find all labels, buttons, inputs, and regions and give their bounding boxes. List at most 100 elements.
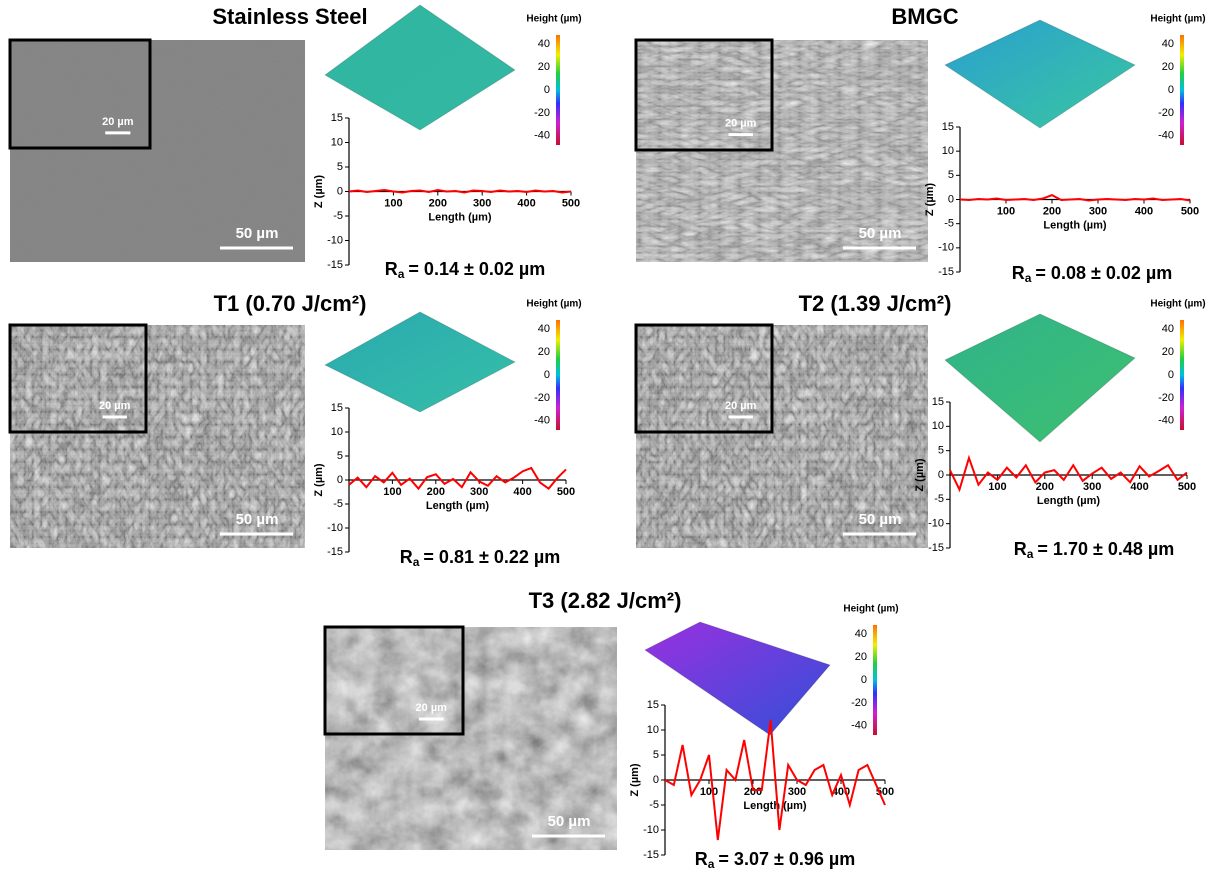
x-axis-label: Length (µm) — [426, 500, 489, 512]
colorbar-tick-label: -20 — [1158, 392, 1174, 404]
y-tick-label: -15 — [938, 266, 954, 278]
y-tick-label: 10 — [331, 426, 343, 438]
colorbar-title: Height (µm) — [526, 14, 581, 25]
roughness-subscript: a — [413, 555, 420, 569]
colorbar-tick-label: 40 — [538, 38, 550, 50]
x-tick-label: 500 — [1178, 481, 1196, 493]
roughness-label: Ra= 0.14 ± 0.02 µm — [385, 259, 546, 281]
y-axis-label: Z (µm) — [313, 175, 325, 209]
roughness-subscript: a — [708, 857, 715, 871]
x-tick-label: 400 — [1130, 481, 1148, 493]
surface-3d — [945, 20, 1135, 128]
inset-scale-label: 20 µm — [99, 400, 131, 412]
colorbar — [873, 625, 877, 735]
colorbar-title: Height (µm) — [1150, 14, 1205, 25]
y-tick-label: 10 — [647, 724, 659, 736]
roughness-label: Ra= 0.08 ± 0.02 µm — [1012, 263, 1173, 285]
panel-title: BMGC — [891, 4, 958, 29]
x-tick-label: 100 — [700, 786, 718, 798]
y-tick-label: 15 — [932, 396, 944, 408]
y-tick-label: 5 — [337, 161, 343, 173]
colorbar — [556, 35, 560, 145]
x-axis-label: Length (µm) — [1043, 219, 1106, 231]
y-tick-label: -10 — [938, 242, 954, 254]
y-tick-label: -15 — [327, 546, 343, 558]
inset-scale-label: 20 µm — [416, 702, 448, 714]
x-tick-label: 300 — [473, 197, 491, 209]
colorbar-tick-label: -40 — [1158, 415, 1174, 427]
x-tick-label: 500 — [562, 197, 580, 209]
inset-scale-label: 20 µm — [725, 400, 757, 412]
colorbar-tick-label: 0 — [1168, 84, 1174, 96]
y-axis-label: Z (µm) — [924, 183, 936, 217]
colorbar-tick-label: -40 — [534, 130, 550, 142]
y-axis-label: Z (µm) — [914, 458, 926, 492]
y-tick-label: -15 — [928, 542, 944, 554]
colorbar-tick-label: 0 — [1168, 369, 1174, 381]
colorbar-tick-label: -20 — [534, 392, 550, 404]
y-tick-label: 10 — [942, 145, 954, 157]
roughness-label: Ra= 1.70 ± 0.48 µm — [1014, 539, 1175, 561]
x-axis-label: Length (µm) — [1037, 495, 1100, 507]
x-axis-label: Length (µm) — [743, 800, 806, 812]
scale-label: 50 µm — [548, 813, 591, 830]
roughness-value: = 0.81 ± 0.22 µm — [423, 547, 560, 567]
y-tick-label: 5 — [948, 169, 954, 181]
colorbar-tick-label: -40 — [1158, 130, 1174, 142]
y-tick-label: 0 — [653, 774, 659, 786]
y-tick-label: 15 — [331, 112, 343, 124]
x-tick-label: 200 — [1036, 481, 1054, 493]
y-tick-label: 5 — [653, 749, 659, 761]
colorbar-tick-label: 0 — [544, 84, 550, 96]
y-tick-label: 5 — [337, 450, 343, 462]
colorbar-tick-label: -40 — [851, 720, 867, 732]
scale-label: 50 µm — [859, 511, 902, 528]
y-tick-label: 0 — [948, 193, 954, 205]
profile-line — [349, 190, 571, 192]
roughness-label: Ra= 3.07 ± 0.96 µm — [695, 849, 856, 871]
colorbar-tick-label: -20 — [534, 107, 550, 119]
y-axis-label: Z (µm) — [629, 763, 641, 797]
y-tick-label: -5 — [333, 210, 343, 222]
panel-title: T3 (2.82 J/cm²) — [529, 588, 682, 613]
profile-line — [950, 458, 1187, 490]
x-tick-label: 100 — [383, 486, 401, 498]
colorbar-tick-label: 20 — [855, 651, 867, 663]
colorbar — [1180, 320, 1184, 430]
x-tick-label: 200 — [427, 486, 445, 498]
surface-3d — [325, 312, 515, 412]
y-tick-label: -5 — [333, 498, 343, 510]
y-tick-label: -10 — [928, 518, 944, 530]
colorbar-tick-label: 0 — [861, 674, 867, 686]
x-tick-label: 300 — [1083, 481, 1101, 493]
roughness-symbol: R — [400, 547, 413, 567]
scale-label: 50 µm — [236, 225, 279, 242]
profile-line — [349, 468, 566, 489]
roughness-symbol: R — [1014, 539, 1027, 559]
x-tick-label: 300 — [788, 786, 806, 798]
x-tick-label: 300 — [470, 486, 488, 498]
y-axis-label: Z (µm) — [313, 463, 325, 497]
colorbar-tick-label: -20 — [851, 697, 867, 709]
y-tick-label: 0 — [337, 474, 343, 486]
x-tick-label: 300 — [1089, 205, 1107, 217]
y-tick-label: -15 — [643, 849, 659, 861]
y-tick-label: 15 — [331, 402, 343, 414]
surface-3d — [945, 314, 1135, 442]
x-tick-label: 200 — [429, 197, 447, 209]
roughness-label: Ra= 0.81 ± 0.22 µm — [400, 547, 561, 569]
colorbar-tick-label: 0 — [544, 369, 550, 381]
roughness-subscript: a — [1027, 547, 1034, 561]
colorbar-title: Height (µm) — [843, 604, 898, 615]
inset-scale-label: 20 µm — [725, 118, 757, 130]
y-tick-label: -10 — [327, 234, 343, 246]
roughness-symbol: R — [695, 849, 708, 869]
colorbar-tick-label: -40 — [534, 415, 550, 427]
x-tick-label: 400 — [1135, 205, 1153, 217]
x-tick-label: 100 — [997, 205, 1015, 217]
y-tick-label: -5 — [934, 493, 944, 505]
x-tick-label: 500 — [1181, 205, 1199, 217]
scale-label: 50 µm — [859, 225, 902, 242]
y-tick-label: 0 — [938, 469, 944, 481]
colorbar-tick-label: 40 — [538, 323, 550, 335]
